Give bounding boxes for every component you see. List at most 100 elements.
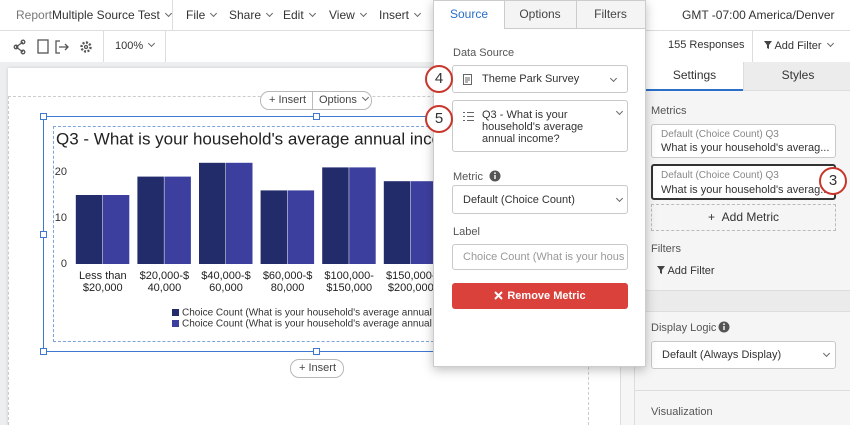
remove-icon [494, 291, 504, 300]
pdf-icon[interactable] [37, 39, 49, 54]
options-button[interactable]: Options [319, 92, 369, 109]
legend-label: Choice Count (What is your household's a… [182, 319, 461, 330]
funnel-icon [764, 41, 772, 49]
metric-question: What is your household's averag... [661, 184, 830, 196]
section-divider [635, 290, 850, 312]
metric-card-selected[interactable]: Default (Choice Count) Q3 What is your h… [651, 164, 836, 200]
tab-styles[interactable]: Styles [743, 62, 850, 91]
separator [172, 0, 173, 30]
tab-source[interactable]: Source [434, 1, 505, 29]
chart: Q3 - What is your household's average an… [55, 129, 462, 330]
menu[interactable]: Share [229, 8, 274, 22]
menu-text: Edit [283, 8, 304, 22]
separator [312, 92, 313, 109]
timezone: GMT -07:00 America/Denver [682, 8, 835, 22]
metric-source: Default (Choice Count) Q3 [661, 129, 779, 140]
report-name[interactable]: Multiple Source Test [52, 8, 172, 22]
data-source-value: Theme Park Survey [482, 73, 580, 85]
add-filter-text: Add Filter [774, 40, 822, 52]
separator [103, 31, 104, 62]
bar [260, 190, 288, 264]
separator [165, 31, 166, 62]
bar [199, 162, 226, 264]
insert-button[interactable]: + Insert [269, 94, 306, 106]
insert-button-bottom[interactable]: + Insert [290, 359, 344, 378]
responses: 155 Responses [668, 39, 745, 51]
callout: 4 [425, 65, 453, 93]
bar [410, 181, 438, 264]
bar [322, 167, 349, 264]
tab-options[interactable]: Options [504, 1, 577, 28]
metric-dropdown[interactable]: Default (Choice Count) [452, 185, 628, 214]
remove-metric-button[interactable]: Remove Metric [452, 283, 628, 309]
toolbar-icons [13, 39, 92, 55]
zoom-text: 100% [115, 40, 144, 52]
menu-text: File [186, 8, 206, 22]
bar [137, 176, 164, 264]
insert-options-bar: + Insert Options [260, 91, 372, 110]
bar [383, 181, 411, 264]
settings-icon[interactable] [80, 41, 92, 53]
bar [226, 162, 253, 264]
resize-handle[interactable] [40, 231, 47, 238]
data-source-dropdown[interactable]: Theme Park Survey [452, 65, 628, 93]
tab-filters[interactable]: Filters [594, 7, 627, 21]
callout: 5 [425, 105, 453, 133]
menu[interactable]: Edit [283, 8, 316, 22]
insert-text: Insert [278, 94, 306, 106]
display-logic-dropdown[interactable]: Default (Always Display) [651, 341, 836, 369]
page-guide [8, 96, 9, 425]
label-input[interactable]: Choice Count (What is your hous [452, 244, 628, 270]
menu-text: Share [229, 8, 262, 22]
menu[interactable]: Insert [379, 8, 422, 22]
chart-widget-inner [53, 126, 439, 342]
question-dropdown[interactable]: Q3 - What is your household's average an… [452, 100, 628, 152]
metrics-label: Metrics [651, 105, 687, 117]
info-icon[interactable] [718, 321, 730, 333]
x-tick-label: $60,000-$ 80,000 [262, 270, 313, 294]
menu[interactable]: File [186, 8, 218, 22]
export-icon[interactable] [55, 40, 69, 54]
zoom[interactable]: 100% [115, 39, 156, 52]
resize-handle[interactable] [313, 348, 320, 355]
metric-question: What is your household's averag... [661, 142, 830, 154]
sidebar-add-filter-text: Add Filter [667, 265, 715, 277]
x-tick-label: $150,000- $200,000 [386, 270, 436, 294]
list-icon [463, 112, 474, 121]
bar [164, 176, 191, 264]
filters-label: Filters [651, 243, 681, 255]
y-tick-label: 0 [61, 258, 67, 270]
resize-handle[interactable] [313, 113, 320, 120]
add-metric-button[interactable]: + Add Metric [651, 204, 836, 231]
sidebar: Settings Styles Metrics Default (Choice … [634, 62, 850, 425]
x-tick-label: $20,000-$ 40,000 [139, 270, 190, 294]
metric-card[interactable]: Default (Choice Count) Q3 What is your h… [651, 124, 836, 158]
survey-icon [463, 74, 472, 85]
x-tick-label: $100,000- $150,000 [324, 270, 374, 294]
add-metric-text: Add Metric [721, 210, 780, 224]
metric-source: Default (Choice Count) Q3 [661, 170, 779, 181]
sidebar-add-filter[interactable]: Add Filter [657, 265, 715, 277]
menu[interactable]: View [329, 8, 367, 22]
tab-settings[interactable]: Settings [646, 62, 743, 91]
visualization-label: Visualization [651, 406, 713, 418]
report-label: Report [16, 8, 53, 22]
metric-label: Metric [453, 171, 483, 183]
metric-popover: Source Options Filters Data Source Theme… [433, 0, 646, 367]
resize-handle[interactable] [40, 348, 47, 355]
x-tick-label: $40,000-$ 60,000 [201, 270, 251, 294]
share-icon[interactable] [13, 44, 19, 50]
y-tick-label: 10 [55, 212, 67, 224]
resize-handle[interactable] [40, 113, 47, 120]
add-filter-button[interactable]: Add Filter [764, 39, 834, 52]
legend-label: Choice Count (What is your household's a… [182, 308, 461, 319]
bar [287, 190, 315, 264]
menu-text: Insert [379, 8, 410, 22]
display-logic-label: Display Logic [651, 322, 717, 334]
separator [752, 31, 753, 62]
info-icon[interactable] [489, 170, 501, 182]
legend-swatch [172, 309, 179, 316]
label-label: Label [453, 226, 480, 238]
